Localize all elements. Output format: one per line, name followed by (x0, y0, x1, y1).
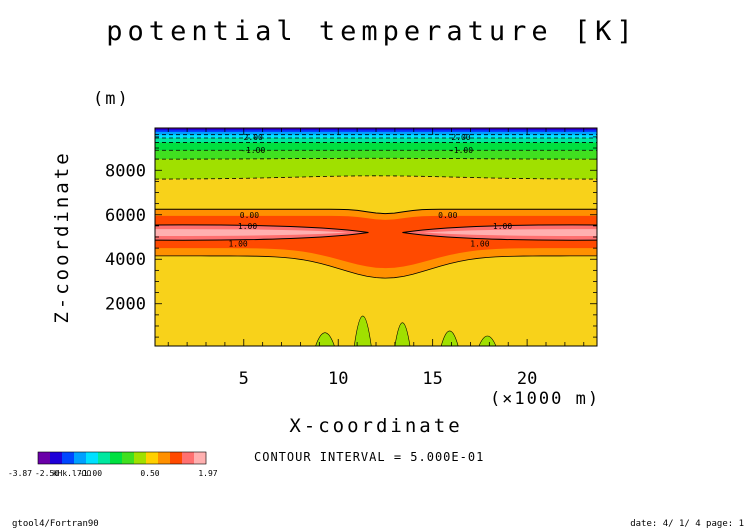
x-tick-label: 15 (422, 369, 442, 389)
colorbar-swatch (158, 452, 171, 464)
y-tick-label: 2000 (105, 295, 146, 315)
footer-right: date: 4/ 1/ 4 page: 1 (630, 519, 744, 529)
contour-label-8: 1.00 (228, 240, 247, 249)
colorbar-swatch (182, 452, 195, 464)
colorbar-tick-label: 0.50 (140, 469, 159, 478)
colorbar-swatch (110, 452, 123, 464)
y-unit-label: (m) (93, 89, 130, 109)
colorbar-tick-label: -1.00 (78, 469, 102, 478)
contour-label-9: 1.00 (470, 240, 489, 249)
contour-label-7: 1.00 (493, 222, 512, 231)
contour-label-5: 0.00 (438, 211, 457, 220)
y-axis-label: Z-coordinate (51, 150, 73, 323)
fill-spike-1 (353, 315, 372, 347)
colorbar-swatch (86, 452, 99, 464)
y-tick-label: 6000 (105, 206, 146, 226)
contour-fill-layers (155, 128, 597, 347)
contour-line-lobe-left (154, 224, 369, 241)
colorbar-swatch (194, 452, 207, 464)
colorbar-swatch (50, 452, 63, 464)
x-tick-label: 10 (328, 369, 348, 389)
contour-label-4: 0.00 (240, 211, 259, 220)
colorbar-swatch (62, 452, 75, 464)
colorbar: -3.87 -2.50 -1.00 0.50 1.97 kHk.l7ΩΩ (8, 451, 218, 478)
contour-lines (154, 134, 598, 279)
contour-interval-text: CONTOUR INTERVAL = 5.000E-01 (254, 450, 484, 464)
contour-line-lobe-right (402, 224, 598, 241)
contour-label-1: -1.00 (241, 146, 265, 155)
y-tick-label: 4000 (105, 250, 146, 270)
fill-lobe-right-inner (423, 229, 597, 236)
y-tick-label: 8000 (105, 161, 146, 181)
x-axis: 5 10 15 20 (167, 128, 585, 389)
x-tick-label: 5 (239, 369, 249, 389)
contour-label-0: 2.00 (244, 133, 263, 142)
y-axis: 2000 4000 6000 8000 (105, 136, 597, 338)
colorbar-tick-label: -2.50 (35, 469, 59, 478)
contour-label-2: 2.00 (451, 133, 470, 142)
colorbar-frame (37, 451, 207, 465)
contour-line-neg-0.5 (154, 175, 598, 180)
colorbar-swatch (170, 452, 183, 464)
chart-title: potential temperature [K] (106, 16, 637, 47)
x-axis-label: X-coordinate (289, 415, 462, 437)
contour-label-6: 1.00 (238, 222, 257, 231)
colorbar-swatch (134, 452, 147, 464)
x-unit-label: (×1000 m) (490, 389, 600, 409)
colorbar-swatch (98, 452, 111, 464)
colorbar-swatch (146, 452, 159, 464)
colorbar-swatch (74, 452, 87, 464)
fill-lobe-left-inner (155, 229, 348, 236)
colorbar-swatch (122, 452, 135, 464)
colorbar-tick-label: -3.87 (8, 469, 32, 478)
footer-left: gtool4/Fortran90 (12, 519, 99, 529)
colorbar-swatch (38, 452, 51, 464)
contour-line-zero-top (155, 208, 597, 215)
contour-labels: 2.00 -1.00 2.00 -1.00 0.00 0.00 1.00 1.00 1.00 1.… (228, 133, 512, 249)
colorbar-tick-label: 1.97 (198, 469, 217, 478)
contour-line-zero-bottom (155, 255, 598, 279)
colorbar-overlap-label: kHk.l7ΩΩ (53, 469, 92, 478)
contour-label-3: -1.00 (449, 146, 473, 155)
contour-line-neg-1.0 (154, 157, 598, 160)
plot-area: 2.00 -1.00 2.00 -1.00 0.00 0.00 1.00 1.00 1.00 1.… (154, 127, 598, 347)
x-tick-label: 20 (517, 369, 537, 389)
